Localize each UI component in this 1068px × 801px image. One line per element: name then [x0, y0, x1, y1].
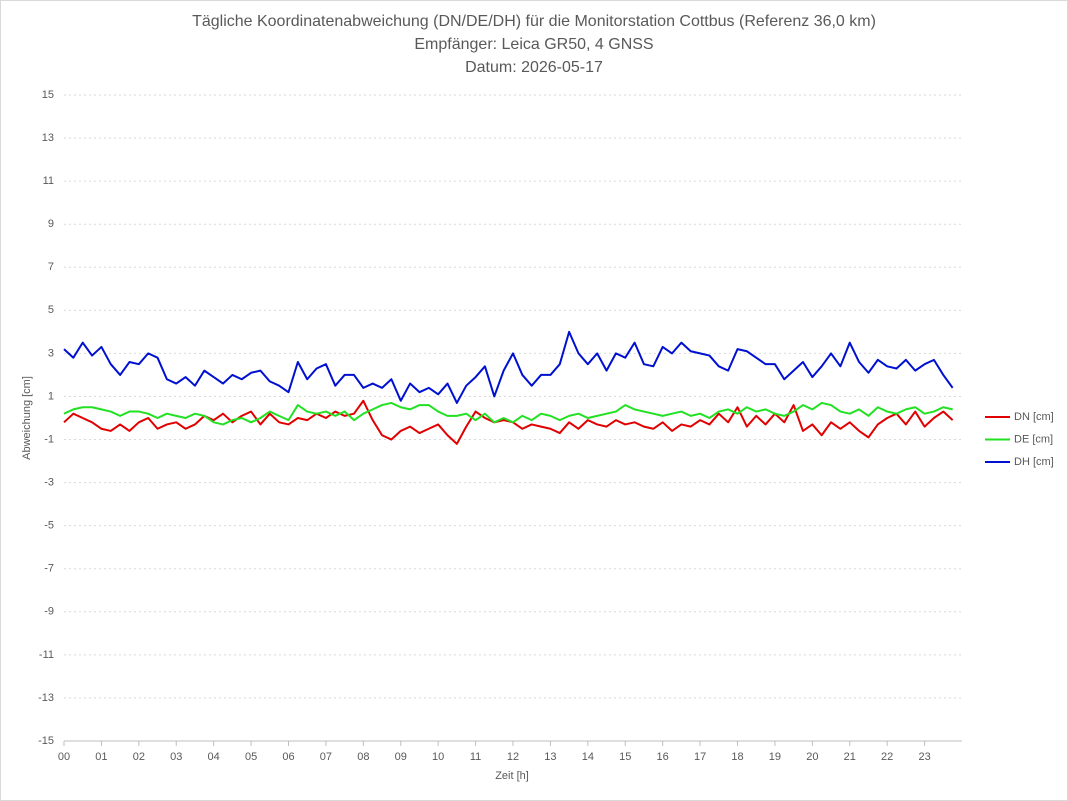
series-line [63, 330, 954, 404]
y-tick-label: -3 [44, 477, 54, 489]
legend-label: DN [cm] [1014, 411, 1054, 423]
series-line [63, 401, 953, 426]
y-tick-label: 5 [48, 304, 54, 316]
legend-label: DE [cm] [1014, 433, 1053, 445]
x-tick-label: 08 [357, 751, 369, 763]
y-tick-label: 7 [48, 261, 54, 273]
y-tick-label: -13 [38, 692, 54, 704]
chart-date: Datum: 2026-05-17 [465, 59, 603, 76]
y-tick-label: -5 [44, 520, 54, 532]
x-tick-label: 03 [170, 751, 182, 763]
y-tick-label: 3 [48, 347, 54, 359]
y-tick-label: -11 [39, 649, 54, 661]
x-tick-label: 17 [694, 751, 706, 763]
y-tick-label: -9 [44, 606, 54, 618]
x-tick-label: 11 [470, 751, 481, 763]
legend-label: DH [cm] [1014, 456, 1054, 468]
y-tick-label: -1 [44, 433, 54, 445]
x-tick-label: 18 [731, 751, 743, 763]
x-tick-label: 10 [432, 751, 444, 763]
x-tick-label: 12 [507, 751, 519, 763]
x-tick-label: 21 [844, 751, 856, 763]
chart-title: Tägliche Koordinatenabweichung (DN/DE/DH… [192, 13, 876, 30]
x-tick-label: 00 [58, 751, 70, 763]
x-tick-label: 01 [95, 751, 107, 763]
x-tick-label: 05 [245, 751, 257, 763]
y-tick-label: 1 [48, 390, 54, 402]
chart-subtitle: Empfänger: Leica GR50, 4 GNSS [414, 36, 653, 53]
x-tick-label: 22 [881, 751, 893, 763]
x-tick-label: 13 [544, 751, 556, 763]
x-tick-label: 15 [619, 751, 631, 763]
y-tick-label: 15 [42, 89, 54, 101]
y-tick-label: 11 [43, 175, 54, 187]
x-axis-title: Zeit [h] [495, 770, 529, 782]
x-tick-label: 02 [133, 751, 145, 763]
x-tick-label: 07 [320, 751, 332, 763]
x-tick-label: 14 [582, 751, 594, 763]
y-tick-label: -7 [44, 563, 54, 575]
y-tick-label: -15 [38, 735, 54, 747]
x-tick-label: 23 [918, 751, 930, 763]
y-tick-label: 9 [48, 218, 54, 230]
x-tick-label: 19 [769, 751, 781, 763]
x-tick-label: 04 [208, 751, 220, 763]
y-axis-title: Abweichung [cm] [21, 376, 33, 460]
x-tick-label: 20 [806, 751, 818, 763]
x-tick-label: 06 [282, 751, 294, 763]
x-tick-label: 09 [395, 751, 407, 763]
x-tick-label: 16 [657, 751, 669, 763]
y-tick-label: 13 [42, 132, 54, 144]
